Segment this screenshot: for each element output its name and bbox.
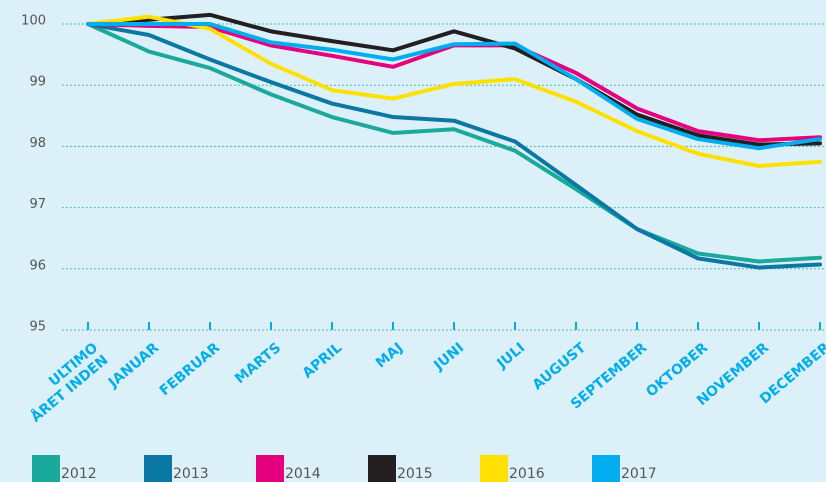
legend-swatch	[32, 455, 60, 482]
legend-swatch	[592, 455, 620, 482]
legend-swatch	[144, 455, 172, 482]
y-tick-label: 99	[29, 75, 46, 90]
y-tick-label: 98	[29, 136, 46, 151]
y-tick-label: 97	[29, 197, 46, 212]
legend-label: 2015	[397, 466, 433, 482]
x-tick-label: AUGUST	[530, 340, 590, 394]
y-tick-label: 96	[29, 258, 46, 273]
x-tick-label: JUNI	[430, 340, 467, 374]
legend-swatch	[368, 455, 396, 482]
legend-label: 2014	[285, 466, 321, 482]
x-tick-label: MAJ	[373, 340, 406, 372]
series-line	[86, 12, 822, 147]
series-line	[86, 22, 822, 270]
x-tick-label: APRIL	[300, 340, 346, 382]
legend-label: 2012	[61, 466, 97, 482]
series-line	[86, 22, 822, 264]
series-line	[86, 22, 822, 151]
legend-label: 2016	[509, 466, 545, 482]
x-tick-label: JULI	[494, 340, 529, 373]
y-tick-label: 100	[21, 14, 46, 29]
x-tick-label: ULTIMOÅRET INDEN	[18, 340, 112, 426]
x-tick-label: JANUAR	[105, 340, 162, 392]
x-tick-label: FEBRUAR	[157, 340, 223, 399]
legend-label: 2013	[173, 466, 209, 482]
legend-label: 2017	[621, 466, 657, 482]
series-line	[86, 14, 822, 168]
legend-swatch	[480, 455, 508, 482]
y-tick-label: 95	[29, 320, 46, 335]
legend-swatch	[256, 455, 284, 482]
x-tick-label: MARTS	[232, 340, 284, 387]
